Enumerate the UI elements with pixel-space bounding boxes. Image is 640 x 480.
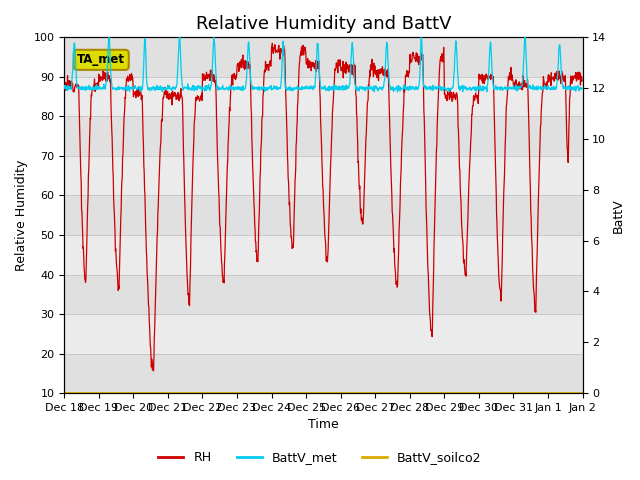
Title: Relative Humidity and BattV: Relative Humidity and BattV (196, 15, 451, 33)
Bar (64, 77, 582, 116)
Bar (64, 156, 582, 195)
Bar (64, 37, 582, 77)
Y-axis label: Relative Humidity: Relative Humidity (15, 159, 28, 271)
Text: TA_met: TA_met (77, 53, 125, 66)
X-axis label: Time: Time (308, 419, 339, 432)
Bar (64, 116, 582, 156)
Bar (64, 275, 582, 314)
Y-axis label: BattV: BattV (612, 198, 625, 232)
Bar (64, 195, 582, 235)
Bar (64, 314, 582, 354)
Bar (64, 354, 582, 393)
Legend: RH, BattV_met, BattV_soilco2: RH, BattV_met, BattV_soilco2 (154, 446, 486, 469)
Bar (64, 235, 582, 275)
